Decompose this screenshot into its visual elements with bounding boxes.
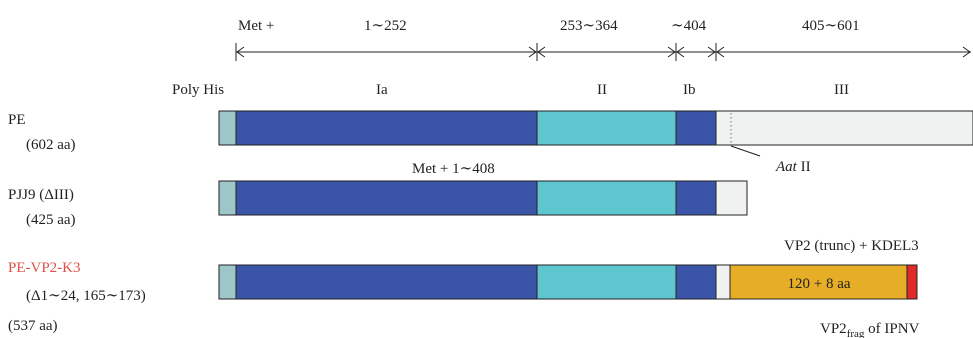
segment-poly-his: [218, 264, 237, 300]
construct-name-pe: PE: [8, 112, 26, 128]
ruler-label-405-601: 405∼601: [802, 18, 860, 34]
construct-bar-pe: [218, 110, 973, 146]
ruler-arrow: [962, 46, 971, 58]
vp2-box-label: 120 + 8 aa: [787, 276, 850, 292]
domain-label-ia: Ia: [376, 82, 388, 98]
construct-detail-pe-vp2-k3-deletions: (Δ1∼24, 165∼173): [26, 288, 146, 304]
segment-kdel: [906, 264, 918, 300]
ruler-arrow: [528, 46, 537, 58]
vp2-frag-suffix: of IPNV: [864, 321, 919, 337]
construct-bar-pjj9: [218, 180, 748, 216]
ruler-arrow: [667, 46, 676, 58]
segment-ia: [235, 110, 538, 146]
construct-name-pjj9: PJJ9 (ΔIII): [8, 187, 74, 203]
ruler: [235, 43, 971, 61]
construct-name-pe-vp2-k3: PE-VP2-K3: [8, 260, 81, 276]
segment-ib: [675, 264, 717, 300]
vp2-frag-sub: frag: [847, 328, 865, 338]
ruler-label-met: Met +: [238, 18, 274, 34]
aat-suffix: II: [797, 159, 811, 175]
construct-detail-pe: (602 aa): [26, 137, 76, 153]
segment-ib: [675, 110, 717, 146]
ruler-label-253-364: 253∼364: [560, 18, 618, 34]
construct-detail-pe-vp2-k3-length: (537 aa): [8, 318, 58, 334]
segment-poly-his: [218, 180, 237, 216]
ruler-arrow: [707, 46, 716, 58]
segment-ii: [536, 180, 677, 216]
aat-italic: Aat: [775, 159, 798, 175]
construct-detail-pjj9: (425 aa): [26, 212, 76, 228]
segment-iii: [715, 110, 973, 146]
domain-label-iii: III: [834, 82, 849, 98]
segment-iii-remnant: [715, 180, 748, 216]
segment-ia: [235, 264, 538, 300]
vp2-frag-main: VP2: [820, 321, 847, 337]
segment-linker: [715, 264, 731, 300]
domain-label-ii: II: [597, 82, 607, 98]
ruler-arrow: [716, 46, 725, 58]
segment-ii: [536, 264, 677, 300]
segment-ia: [235, 180, 538, 216]
ruler-label-404: ∼404: [671, 18, 707, 34]
ruler-arrow: [537, 46, 546, 58]
aat-leader-line: [730, 145, 761, 157]
segment-ib: [675, 180, 717, 216]
segment-vp2: [729, 264, 908, 300]
segment-ii: [536, 110, 677, 146]
vp2-trunc-label: VP2 (trunc) + KDEL3: [784, 238, 919, 254]
ruler-label-1-252: 1∼252: [364, 18, 407, 34]
construct-bar-pe-vp2-k3: [218, 264, 918, 300]
aat-ii-label: Aat II: [775, 159, 811, 175]
met-range-label: Met + 1∼408: [412, 161, 495, 177]
vp2-frag-label: VP2frag of IPNV: [820, 321, 920, 338]
domain-label-poly-his: Poly His: [172, 82, 224, 98]
segment-poly-his: [218, 110, 237, 146]
ruler-arrow: [676, 46, 685, 58]
domain-label-ib: Ib: [683, 82, 696, 98]
ruler-arrow: [236, 46, 245, 58]
